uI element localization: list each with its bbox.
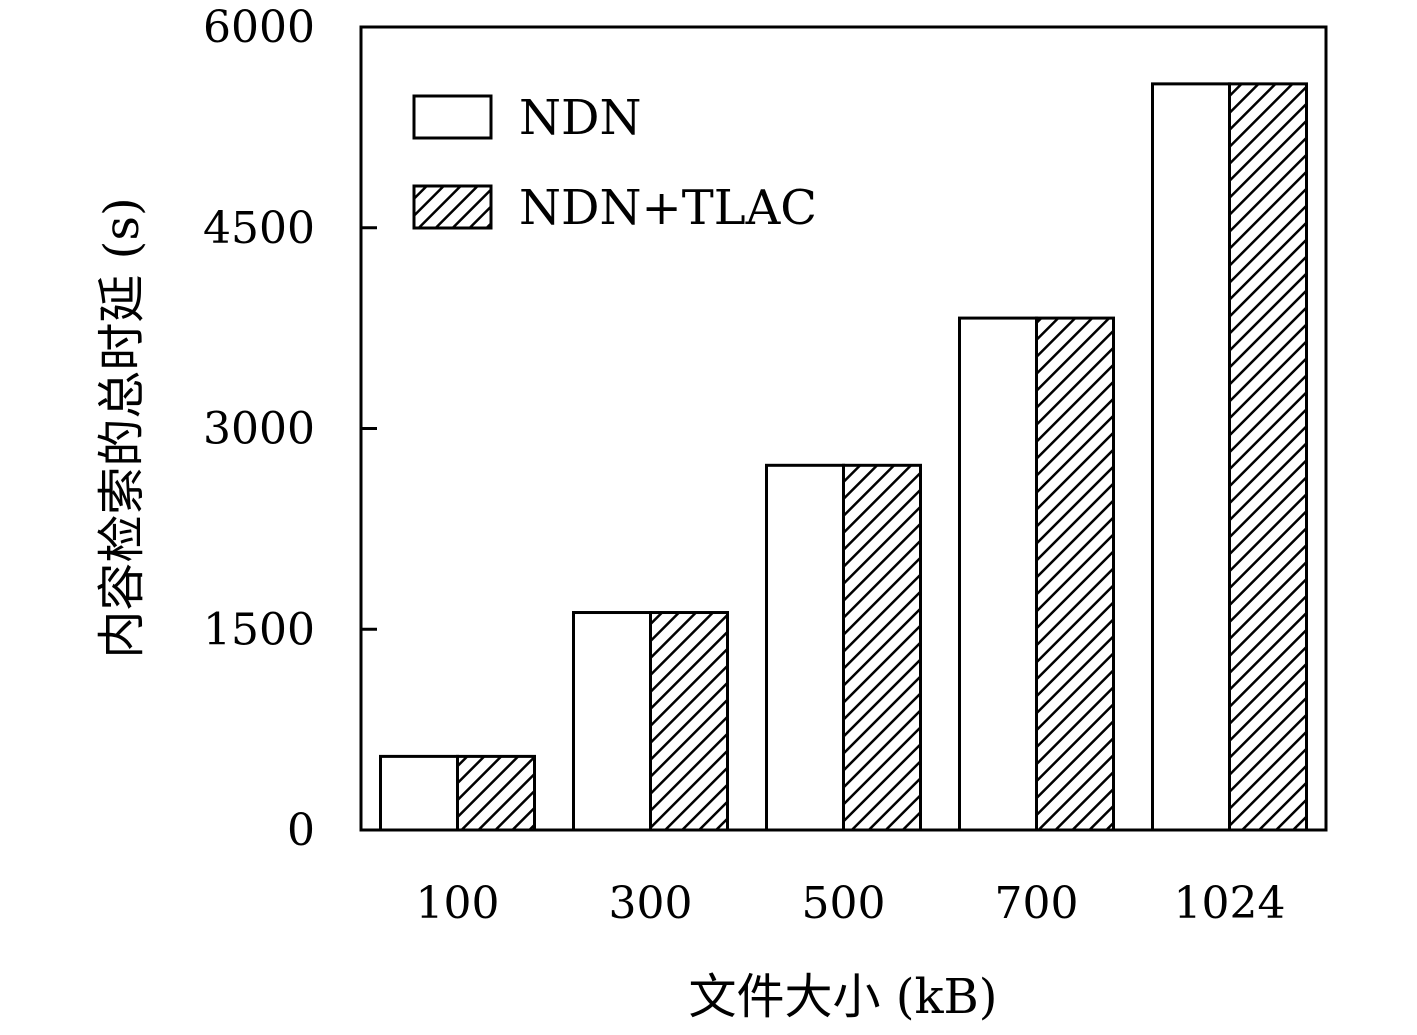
x-ticks: 100 300 500 700 1024	[416, 878, 1286, 929]
y-tick-label: 0	[287, 805, 315, 856]
y-tick-label: 3000	[203, 404, 315, 455]
bar-ndn-700	[958, 316, 1038, 832]
bar-ndn-300	[572, 611, 652, 832]
legend-swatch	[412, 184, 493, 230]
legend-label: NDN+TLAC	[519, 180, 817, 236]
bar-ndn-tlac-1024	[1228, 82, 1308, 832]
legend: NDN NDN+TLAC	[412, 90, 817, 236]
x-tick-label: 1024	[1174, 878, 1286, 929]
y-axis-label: 内容检索的总时延 (s)	[94, 197, 150, 658]
legend-swatch	[412, 94, 493, 140]
x-tick-label: 500	[802, 878, 886, 929]
bar-ndn-500	[765, 463, 845, 832]
bar-ndn-tlac-100	[456, 754, 536, 832]
legend-label: NDN	[519, 90, 641, 146]
bar-ndn-100	[379, 754, 459, 832]
x-tick-label: 100	[416, 878, 500, 929]
y-tick-label: 6000	[203, 2, 315, 53]
x-tick-label: 300	[609, 878, 693, 929]
bar-ndn-tlac-500	[842, 463, 922, 832]
y-tick-label: 1500	[203, 604, 315, 655]
y-ticks: 0 1500 3000 4500 6000	[203, 2, 377, 856]
bar-ndn-1024	[1151, 82, 1231, 832]
bar-ndn-tlac-700	[1035, 316, 1115, 832]
bar-ndn-tlac-300	[649, 611, 729, 832]
x-axis-label: 文件大小 (kB)	[688, 969, 997, 1025]
y-tick-label: 4500	[203, 203, 315, 254]
x-tick-label: 700	[995, 878, 1079, 929]
